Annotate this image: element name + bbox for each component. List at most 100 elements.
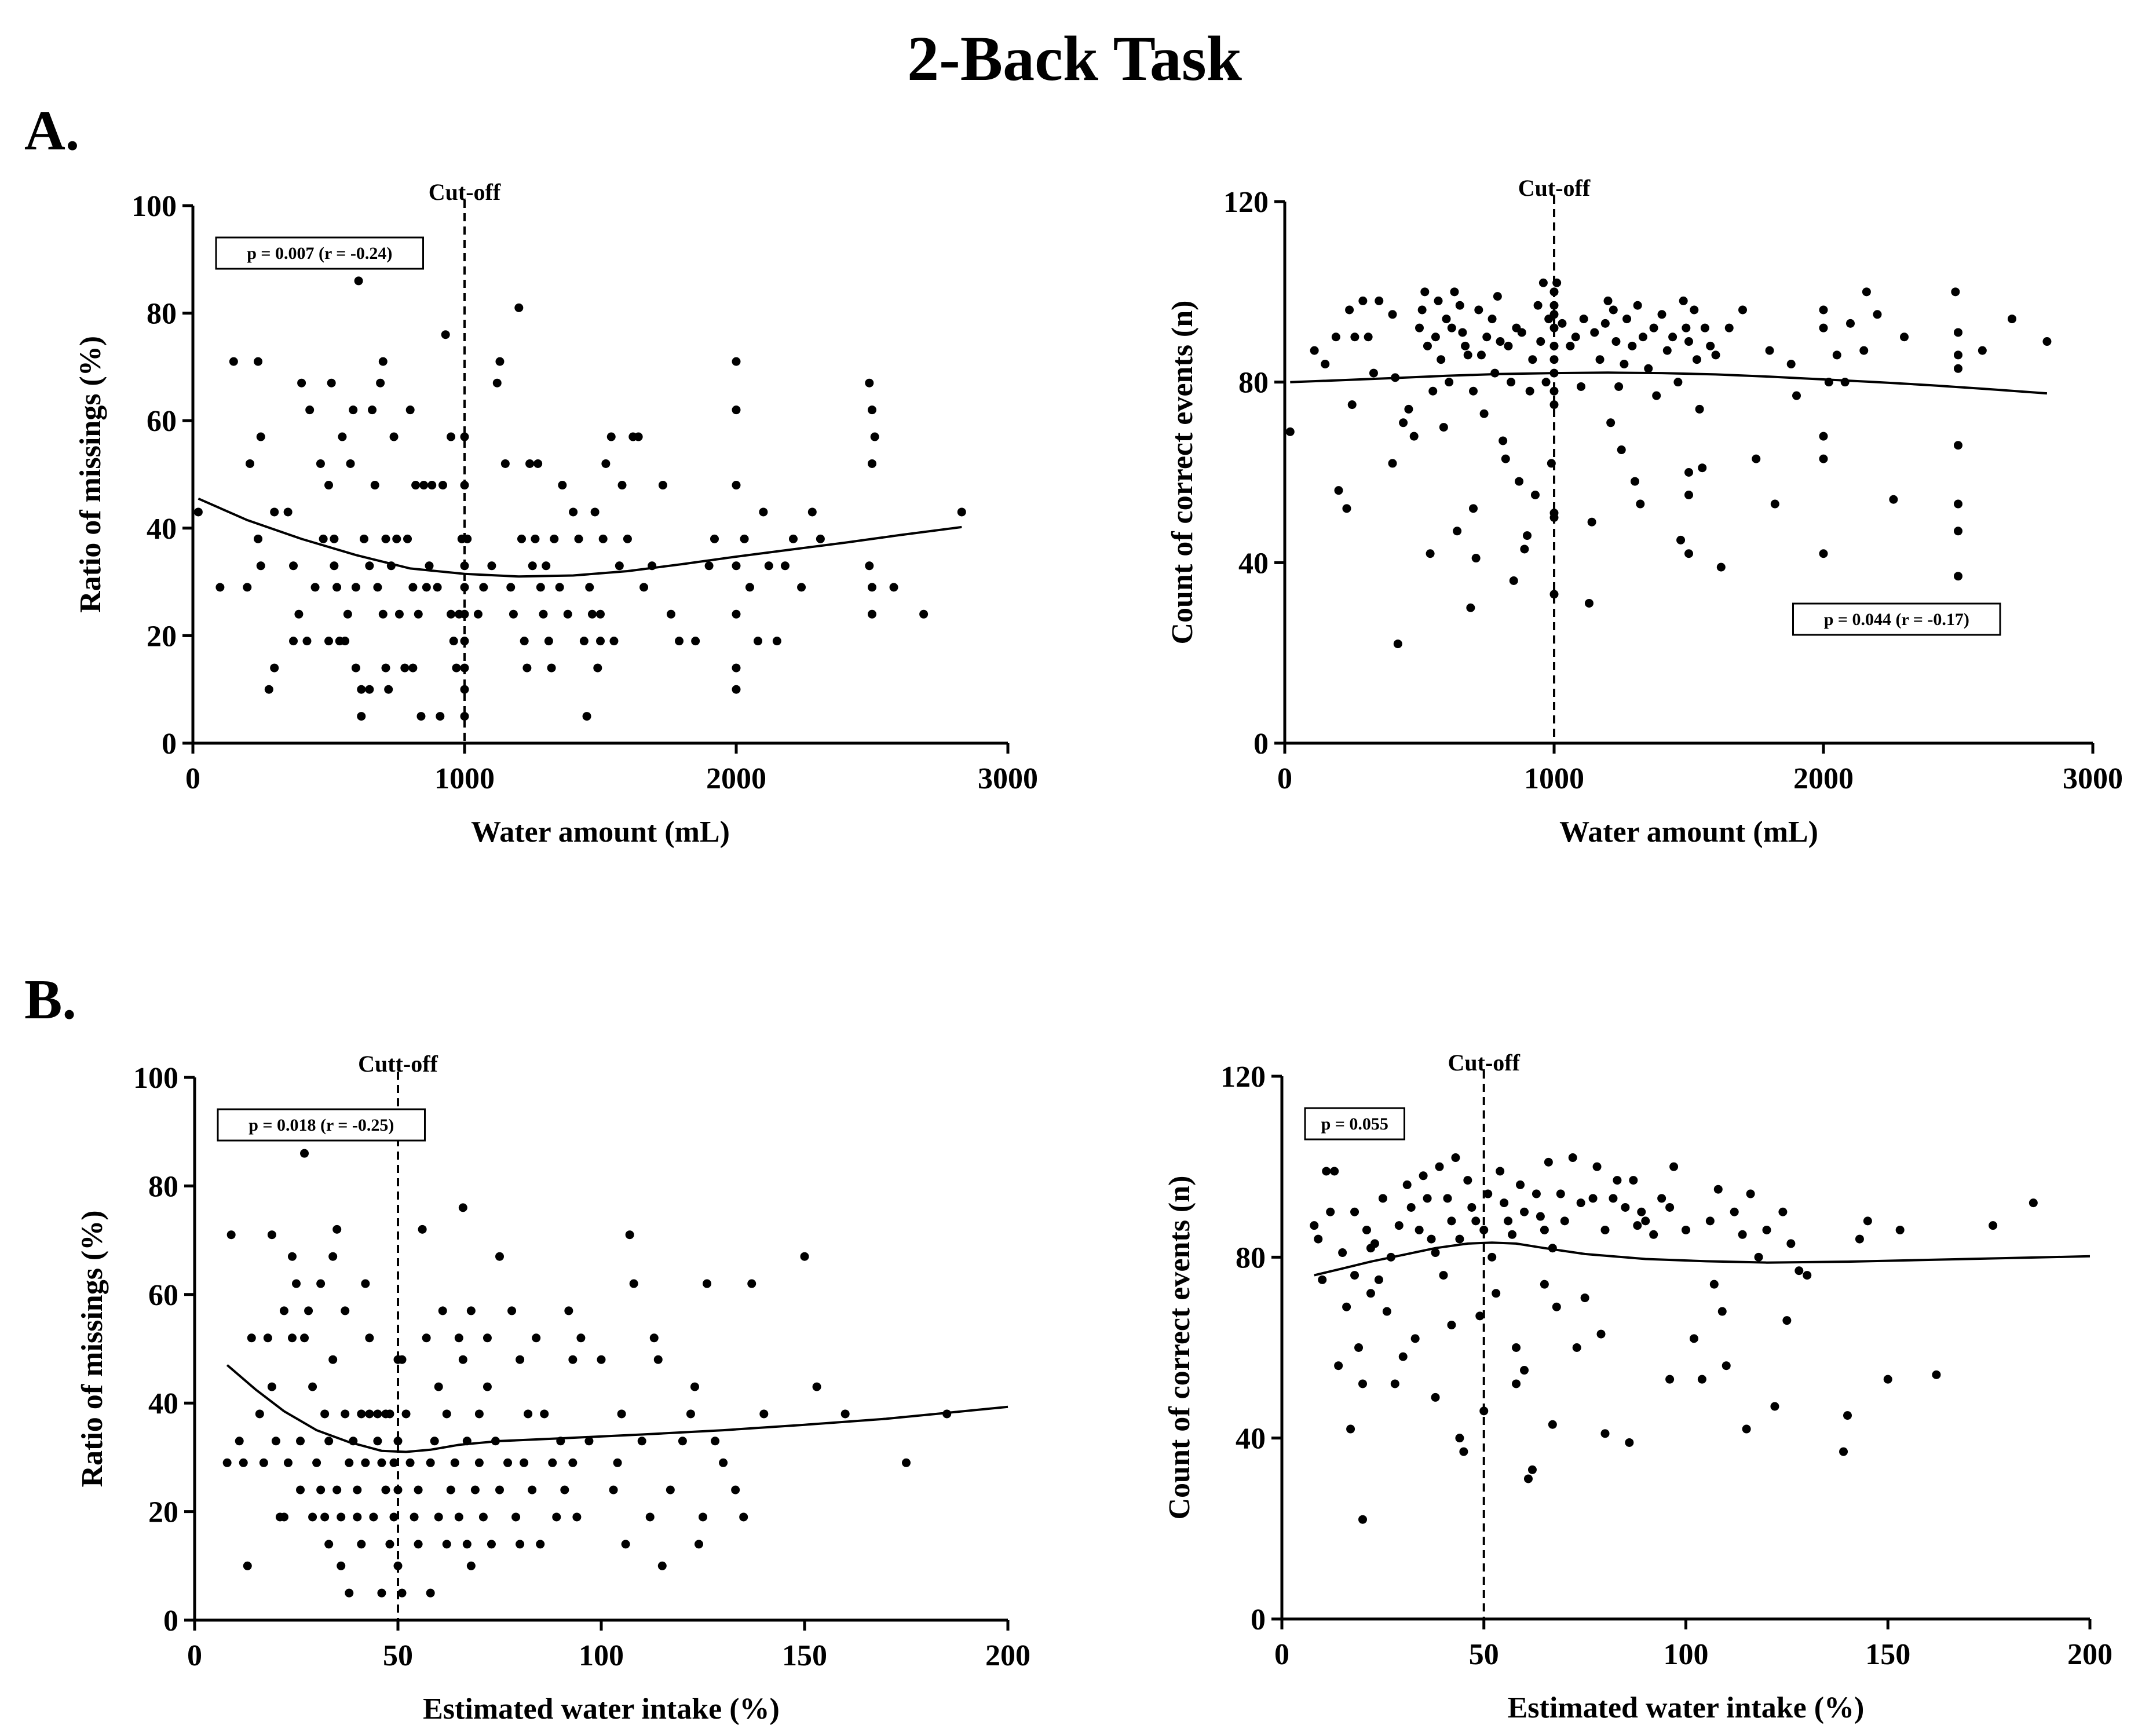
data-point [548, 1458, 557, 1467]
chart-b-left: 0 20 40 60 80 100 0 50 100 150 200 Estimated water … [76, 1051, 1030, 1726]
data-point [1548, 1420, 1557, 1429]
data-point [393, 1561, 403, 1570]
data-point [1579, 315, 1588, 324]
data-point [447, 609, 456, 619]
data-point [902, 1458, 911, 1467]
data-point [1873, 310, 1882, 319]
data-point [1595, 355, 1605, 364]
data-point [1475, 1311, 1485, 1321]
data-point [865, 561, 874, 571]
data-point [1388, 310, 1397, 319]
data-point [1954, 572, 1962, 581]
data-point [270, 663, 279, 673]
data-point [1541, 378, 1551, 387]
data-point [1536, 337, 1545, 346]
data-point [419, 481, 429, 490]
cutoff-label: Cut-off [429, 179, 501, 205]
data-point [310, 583, 320, 592]
data-point [492, 378, 502, 388]
data-point [1358, 296, 1368, 305]
data-point [438, 481, 447, 490]
data-point [1366, 1289, 1375, 1298]
data-point [719, 1458, 728, 1467]
data-point [528, 1485, 537, 1494]
data-point [1447, 1216, 1456, 1226]
data-point [403, 534, 412, 543]
chart-a-right: 0 40 80 120 0 1000 2000 3000 Water amount (mL) Co… [1166, 175, 2123, 849]
data-point [1450, 287, 1459, 297]
data-point [609, 637, 619, 646]
panel-label-b: B. [24, 968, 76, 1031]
data-point [1587, 517, 1596, 527]
cutoff-label: Cut-off [1518, 175, 1591, 201]
data-point [1458, 328, 1467, 337]
data-point [1603, 296, 1613, 305]
data-point [483, 1333, 492, 1343]
data-point [1765, 346, 1774, 355]
data-point [1668, 332, 1677, 342]
data-point [381, 1485, 390, 1494]
data-point [547, 663, 556, 673]
data-point [710, 534, 719, 543]
data-point [1417, 305, 1427, 315]
data-point [414, 1485, 423, 1494]
y-tick-label: 100 [131, 190, 177, 223]
data-point [243, 583, 252, 592]
data-point [1516, 1180, 1525, 1189]
data-point [868, 459, 876, 468]
data-point [868, 405, 876, 415]
data-point [1863, 1216, 1872, 1226]
data-point [426, 1588, 435, 1598]
data-point [296, 1437, 305, 1446]
data-point [1900, 332, 1909, 342]
data-point [1633, 301, 1642, 310]
data-point [572, 1512, 582, 1522]
data-point [1455, 301, 1464, 310]
data-point [1862, 287, 1871, 297]
data-point [1334, 1361, 1343, 1370]
data-point [1331, 332, 1340, 342]
data-point [389, 1458, 399, 1467]
data-point [245, 459, 254, 468]
data-point [1709, 1280, 1719, 1289]
data-point [1786, 360, 1796, 368]
data-point [1717, 1307, 1727, 1316]
data-point [1520, 544, 1529, 554]
data-point [840, 1409, 850, 1419]
data-point [1895, 1225, 1905, 1234]
data-point [377, 1588, 386, 1598]
data-point [1451, 1153, 1460, 1163]
data-point [1388, 459, 1397, 468]
data-point [1552, 1302, 1561, 1311]
y-axis-title: Count of correct events (n) [1166, 301, 1199, 645]
data-point [385, 1409, 394, 1419]
data-point [1549, 301, 1559, 310]
data-point [1369, 368, 1378, 378]
y-tick-label: 80 [1238, 367, 1269, 400]
data-point [1346, 1424, 1355, 1434]
data-point [1499, 436, 1508, 445]
data-point [1525, 386, 1534, 396]
data-point [1431, 1248, 1440, 1258]
x-axis-title: Water amount (mL) [471, 816, 730, 849]
y-tick-label: 40 [148, 1387, 178, 1420]
data-point [495, 1485, 504, 1494]
data-point [625, 1230, 634, 1240]
data-point [1496, 1167, 1505, 1176]
data-point [308, 1382, 317, 1391]
y-tick-label: 20 [147, 620, 177, 653]
data-point [1342, 1302, 1351, 1311]
data-point [1443, 1194, 1452, 1203]
data-point [1549, 400, 1559, 410]
data-point [1321, 360, 1330, 368]
data-point [226, 1230, 236, 1240]
data-point [1375, 296, 1384, 305]
data-point [235, 1437, 244, 1446]
data-point [377, 1458, 386, 1467]
y-tick-label: 0 [163, 1605, 178, 1638]
y-tick-label: 20 [148, 1496, 178, 1529]
data-point [1722, 1361, 1731, 1370]
data-point [1682, 1225, 1690, 1234]
x-tick-label: 1000 [1524, 762, 1584, 795]
data-point [1549, 341, 1559, 350]
